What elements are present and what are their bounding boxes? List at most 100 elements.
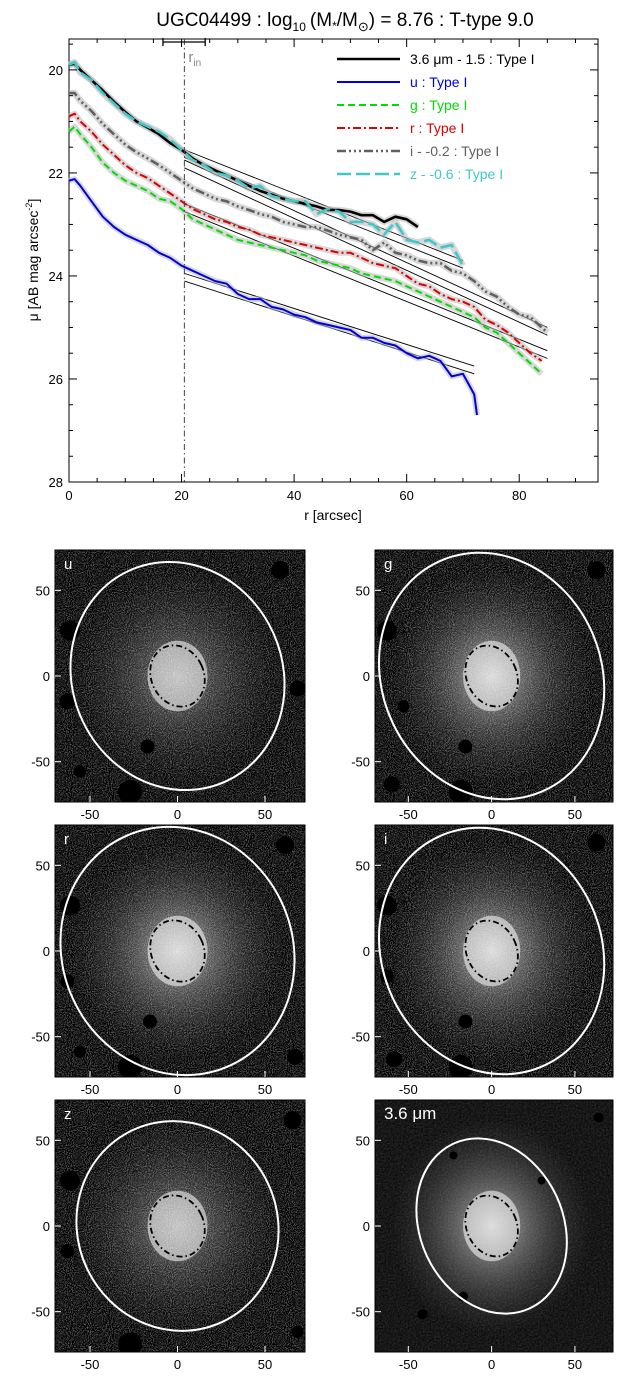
x-tick-label-20: 20 [174,488,188,503]
legend-label-0: 3.6 μm - 1.5 : Type I [410,51,535,67]
panel-band-label: u [64,556,72,573]
rin-label-sub: in [193,58,201,69]
masked-star [383,776,400,793]
masked-star [140,739,155,754]
masked-star [386,1051,403,1068]
panel-x-tick-label: 0 [174,1082,181,1097]
panel-y-tick-label: 50 [36,583,50,598]
image-panel-0: u -50 0 50 50 0 -50 [31,549,306,822]
rin-ellipse [149,1194,206,1258]
masked-star [60,1170,80,1191]
x-tick-label-60: 60 [399,488,413,503]
masked-star [74,765,86,778]
panel-y-tick-label: 0 [43,669,50,684]
legend-label-5: z - -0.6 : Type I [410,166,503,182]
outer-isophote-ellipse [378,826,606,1076]
masked-star [118,779,142,802]
panel-y-tick-label: -50 [31,755,50,770]
masked-star [449,1151,458,1160]
x-tick-label-40: 40 [287,488,301,503]
panel-x-tick-label: 0 [174,807,181,822]
y-tick-label-28: 28 [49,475,63,490]
outer-isophote-ellipse [378,551,606,801]
panel-image-0 [55,550,305,802]
image-panel-1: g -50 0 50 50 0 -50 [351,549,614,822]
legend-label-2: g : Type I [410,97,467,113]
panel-y-tick-label: 50 [356,583,370,598]
panel-x-tick-label: 50 [258,807,272,822]
masked-star [276,836,294,855]
panel-image-5 [375,1100,613,1352]
panel-image-3 [375,825,613,1077]
masked-star [458,1014,473,1029]
masked-star [118,1054,142,1077]
legend-label-4: i - -0.2 : Type I [410,143,499,159]
galaxy-core [463,915,521,987]
y-tick-label-26: 26 [49,372,63,387]
legend-label-3: r : Type I [410,120,464,136]
title-sun: ⊙ [358,19,369,34]
masked-star [458,739,473,754]
masked-star [287,1048,303,1065]
y-tick-label-24: 24 [49,269,63,284]
series-line-3 [68,112,543,362]
title-star: * [332,19,337,33]
axes: 0 20 40 60 80 20 22 24 26 28 [49,39,598,503]
panel-x-tick-label: -50 [81,807,100,822]
outer-isophote-ellipse [69,560,286,792]
rin-ellipse [464,1194,519,1258]
title-rest: ) = 8.76 : T-type 9.0 [369,10,534,31]
galaxy-core [147,640,208,712]
y-tick-label-20: 20 [49,63,63,78]
series-line-4 [69,91,549,334]
profile-chart: UGC04499 : log10 (M*/M⊙) = 8.76 : T-type … [24,10,599,523]
outer-isophote-ellipse [415,1137,568,1315]
fit-line-1 [184,167,548,336]
legend-label-1: u : Type I [410,74,467,90]
plot-frame [68,38,599,483]
masked-star [376,620,397,641]
series-error-band-4 [69,89,550,336]
panel-x-tick-label: -50 [399,807,418,822]
x-tick-label-80: 80 [512,488,526,503]
panel-y-tick-label: -50 [31,1305,50,1320]
masked-star [283,1111,302,1130]
masked-star [537,1176,546,1185]
legend: 3.6 μm - 1.5 : Type I u : Type I g : Type … [337,51,535,182]
panel-y-tick-label: 50 [356,1133,370,1148]
series-line-1 [68,178,478,416]
galaxy-core [147,915,208,987]
masked-star [143,1014,157,1029]
title-log: : log [251,10,292,31]
masked-star [587,833,606,852]
panel-x-tick-label: 50 [568,1357,582,1372]
panel-band-label: z [64,1106,72,1123]
panel-x-tick-label: 50 [568,1082,582,1097]
y-axis-label-main: μ [AB mag arcsec [25,211,41,322]
panel-y-tick-label: -50 [351,1030,370,1045]
series-lines [66,58,550,416]
series-error-band-2 [66,123,544,377]
y-axis-label-sup: -2 [24,203,34,211]
rin-ellipse [464,644,519,708]
panel-y-tick-label: -50 [31,1030,50,1045]
image-panel-4: z -50 0 50 50 0 -50 [31,1099,306,1372]
panel-x-tick-label: 50 [258,1082,272,1097]
panel-x-tick-label: 0 [174,1357,181,1372]
panel-y-tick-label: 50 [36,858,50,873]
masked-star [291,1325,304,1338]
panel-x-tick-label: -50 [81,1082,100,1097]
panel-y-tick-label: 50 [356,858,370,873]
y-axis-label: μ [AB mag arcsec-2] [24,199,41,322]
masked-star [60,974,75,989]
masked-star [271,561,289,580]
panel-y-tick-label: 0 [363,669,370,684]
title-galaxy: UGC04499 [156,10,251,31]
panel-x-tick-label: 50 [568,807,582,822]
galaxy-core [463,1190,521,1262]
x-axis-label: r [arcsec] [304,507,362,523]
masked-star [448,1054,473,1077]
masked-star [60,1244,75,1259]
